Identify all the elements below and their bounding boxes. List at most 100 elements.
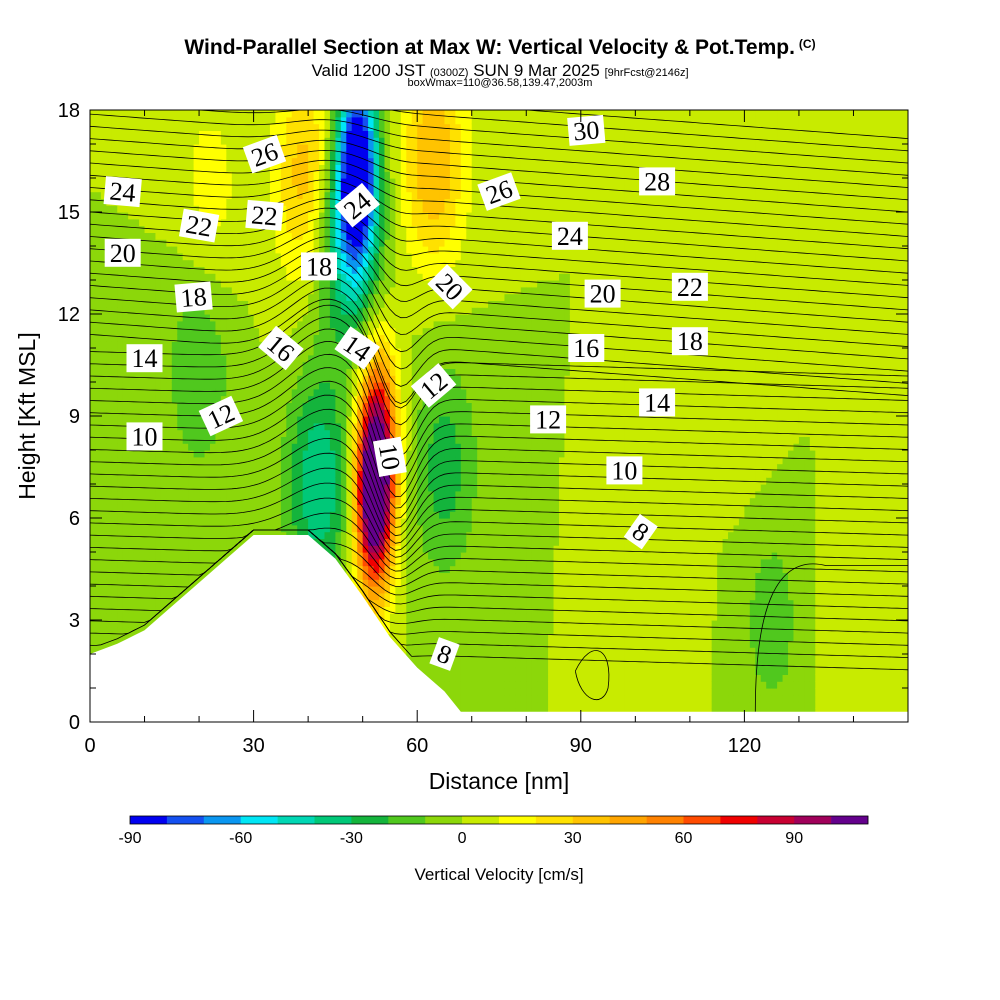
velocity-cell [100, 450, 107, 458]
velocity-cell [324, 225, 331, 233]
velocity-cell [160, 402, 167, 410]
velocity-cell [106, 443, 113, 451]
velocity-cell [226, 212, 233, 220]
velocity-cell [373, 157, 380, 165]
velocity-cell [259, 443, 266, 451]
velocity-cell [329, 361, 336, 369]
velocity-cell [226, 286, 233, 295]
velocity-cell [264, 511, 271, 519]
velocity-cell [204, 150, 211, 159]
velocity-cell [166, 327, 173, 335]
velocity-cell [329, 388, 336, 397]
velocity-cell [171, 225, 178, 233]
velocity-cell [368, 504, 375, 512]
velocity-cell [286, 130, 293, 138]
velocity-cell [226, 456, 233, 465]
velocity-cell [122, 633, 129, 641]
velocity-cell [199, 552, 206, 560]
velocity-cell [220, 348, 227, 356]
velocity-cell [122, 606, 129, 614]
velocity-cell [166, 164, 173, 172]
velocity-cell [100, 565, 107, 573]
velocity-cell [259, 436, 266, 444]
velocity-cell [362, 368, 369, 376]
velocity-cell [324, 246, 331, 254]
velocity-cell [160, 409, 167, 417]
velocity-cell [166, 239, 173, 247]
velocity-cell [90, 354, 97, 363]
velocity-cell [379, 137, 386, 145]
velocity-cell [106, 531, 113, 539]
velocity-cell [209, 361, 217, 369]
velocity-cell [160, 266, 167, 274]
velocity-cell [149, 375, 157, 383]
velocity-cell [335, 388, 342, 397]
velocity-cell [362, 116, 369, 125]
velocity-cell [291, 314, 298, 322]
velocity-cell [340, 171, 347, 179]
velocity-cell [122, 116, 129, 125]
velocity-cell [166, 184, 173, 193]
velocity-cell [275, 443, 282, 451]
velocity-cell [264, 368, 271, 376]
velocity-cell [368, 314, 375, 322]
velocity-cell [160, 137, 167, 145]
velocity-cell [308, 531, 315, 539]
velocity-cell [204, 368, 211, 376]
velocity-cell [220, 286, 227, 295]
velocity-cell [329, 171, 336, 179]
velocity-cell [389, 626, 396, 635]
velocity-cell [177, 334, 184, 342]
velocity-cell [128, 518, 135, 526]
velocity-cell [193, 184, 200, 193]
velocity-cell [248, 484, 255, 492]
velocity-cell [259, 239, 266, 247]
velocity-cell [313, 171, 320, 179]
velocity-cell [166, 463, 173, 471]
velocity-cell [133, 123, 140, 131]
velocity-cell [128, 307, 135, 315]
velocity-cell [90, 280, 97, 288]
velocity-cell [313, 463, 320, 471]
velocity-cell [302, 504, 309, 512]
velocity-cell [384, 164, 391, 172]
velocity-cell [357, 545, 364, 553]
velocity-cell [357, 368, 364, 376]
velocity-cell [166, 409, 173, 417]
velocity-cell [177, 198, 184, 206]
velocity-cell [313, 511, 320, 519]
velocity-cell [253, 388, 260, 397]
velocity-cell [291, 144, 298, 152]
velocity-cell [237, 327, 244, 335]
velocity-cell [346, 422, 353, 431]
velocity-cell [335, 218, 342, 227]
velocity-cell [111, 225, 118, 233]
velocity-cell [144, 538, 151, 546]
velocity-cell [237, 436, 244, 444]
velocity-cell [182, 477, 189, 485]
velocity-cell [297, 144, 304, 152]
velocity-cell [269, 477, 277, 485]
velocity-cell [209, 368, 217, 376]
velocity-cell [111, 572, 118, 580]
velocity-cell [111, 497, 118, 505]
velocity-cell [171, 314, 178, 322]
velocity-cell [362, 252, 369, 261]
velocity-cell [319, 239, 326, 247]
velocity-cell [379, 538, 386, 546]
velocity-cell [280, 123, 287, 131]
velocity-cell [204, 327, 211, 335]
velocity-cell [340, 130, 347, 138]
velocity-cell [340, 150, 347, 159]
velocity-cell [319, 531, 326, 539]
velocity-cell [128, 164, 135, 172]
velocity-cell [340, 300, 347, 308]
velocity-cell [340, 273, 347, 281]
velocity-cell [269, 429, 277, 437]
velocity-cell [133, 232, 140, 240]
velocity-cell [128, 402, 135, 410]
velocity-cell [297, 361, 304, 369]
velocity-cell [302, 286, 309, 295]
velocity-cell [237, 524, 244, 533]
velocity-cell [90, 436, 97, 444]
